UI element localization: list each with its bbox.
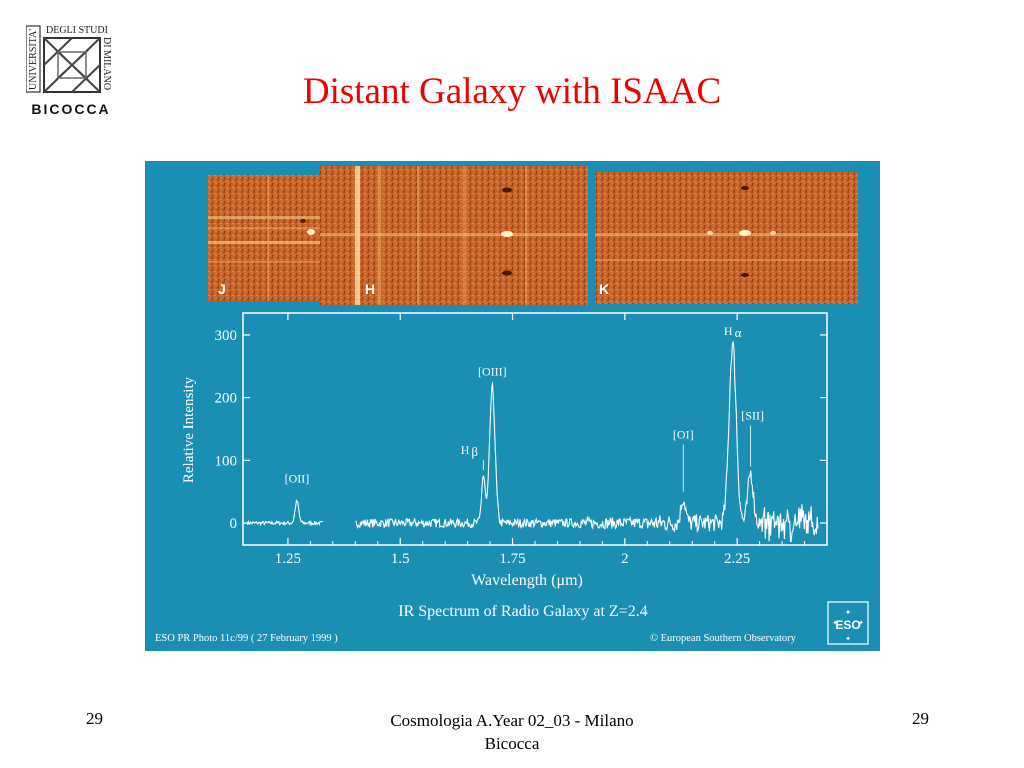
band-label-j: J [218, 281, 226, 297]
band-image-h [320, 166, 588, 305]
eso-logo: ESO ✦ ✦ ✦ ✦ [828, 602, 868, 644]
x-tick-label: 2.25 [724, 551, 750, 567]
spectrum-line [248, 341, 819, 541]
figure-credit-left: ESO PR Photo 11c/99 ( 27 February 1999 ) [155, 633, 338, 644]
band-label-h: H [365, 281, 375, 297]
y-tick-label: 100 [215, 453, 238, 469]
footer-page-number-right: 29 [912, 709, 929, 729]
svg-text:✦: ✦ [845, 608, 852, 617]
svg-text:✦: ✦ [845, 635, 851, 643]
footer-course-line2: Bicocca [352, 732, 672, 755]
x-tick-label: 1.25 [275, 551, 301, 567]
figure-canvas: J H K 1.25 1.5 1.75 2 2.25 0 100 200 300 [OII] H β… [145, 161, 880, 651]
svg-text:✦: ✦ [832, 619, 838, 627]
line-label: [OII] [285, 471, 310, 485]
y-axis-label: Relative Intensity [181, 376, 197, 483]
band-image-k [595, 172, 858, 304]
figure-caption: IR Spectrum of Radio Galaxy at Z=2.4 [398, 603, 647, 620]
svg-text:✦: ✦ [858, 619, 864, 627]
line-label: [OIII] [478, 365, 507, 379]
footer-page-number-left: 29 [86, 709, 103, 729]
x-tick-label: 1.5 [391, 551, 410, 567]
x-tick-label: 2 [621, 551, 629, 567]
y-tick-label: 200 [215, 391, 238, 407]
y-tick-label: 0 [230, 516, 238, 532]
emission-line-labels: [OII] H β [OIII] [OI] H α [SII] [285, 324, 764, 492]
y-tick-label: 300 [215, 328, 238, 344]
axis-ticks [243, 313, 827, 545]
footer-course-title: Cosmologia A.Year 02_03 - Milano Bicocca [352, 709, 672, 755]
logo-text-line2: DEGLI STUDI [46, 25, 108, 36]
x-tick-label: 1.75 [499, 551, 525, 567]
footer-course-line1: Cosmologia A.Year 02_03 - Milano [352, 709, 672, 732]
slide-title: Distant Galaxy with ISAAC [0, 70, 1024, 114]
band-label-k: K [599, 281, 609, 297]
eso-logo-text: ESO [835, 618, 860, 632]
x-axis-label: Wavelength (μm) [471, 572, 583, 589]
figure-credit-right: © European Southern Observatory [650, 633, 797, 644]
line-label: [SII] [741, 409, 764, 423]
plot-frame [243, 313, 827, 545]
line-label: [OI] [673, 427, 694, 441]
